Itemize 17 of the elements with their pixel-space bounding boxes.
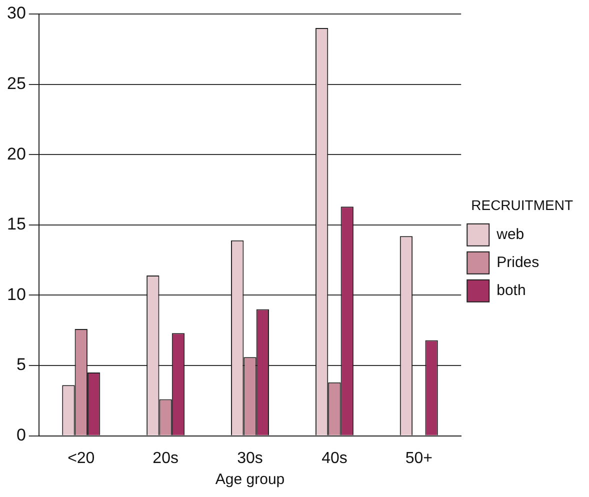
x-axis-title: Age group [215, 471, 285, 488]
x-tick-label: 50+ [405, 450, 432, 467]
legend-label: both [496, 282, 526, 300]
y-tick-label: 5 [16, 355, 26, 374]
y-tick-label: 0 [16, 425, 26, 444]
x-tick-label: 20s [152, 450, 178, 467]
x-tick-label: 30s [237, 450, 263, 467]
x-tick-label: <20 [68, 450, 95, 467]
y-tick-label: 20 [6, 144, 26, 164]
legend-label: Prides [496, 254, 540, 272]
y-tick-label: 30 [6, 4, 26, 23]
y-tick-label: 15 [6, 214, 26, 234]
legend-label: web [496, 226, 524, 244]
y-tick-label: 25 [6, 74, 26, 93]
legend-title: RECRUITMENT [471, 196, 574, 213]
y-tick-label: 10 [6, 284, 26, 304]
x-tick-label: 40s [322, 450, 348, 467]
